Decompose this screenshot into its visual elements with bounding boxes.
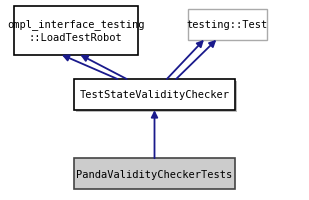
FancyArrowPatch shape — [82, 57, 127, 80]
Text: testing::Test: testing::Test — [187, 20, 268, 30]
FancyBboxPatch shape — [76, 82, 237, 113]
Text: PandaValidityCheckerTests: PandaValidityCheckerTests — [76, 169, 233, 179]
Text: TestStateValidityChecker: TestStateValidityChecker — [79, 90, 230, 100]
FancyBboxPatch shape — [74, 158, 235, 190]
FancyBboxPatch shape — [14, 7, 138, 56]
Text: ompl_interface_testing
::LoadTestRobot: ompl_interface_testing ::LoadTestRobot — [7, 19, 144, 43]
FancyArrowPatch shape — [64, 56, 117, 80]
FancyBboxPatch shape — [188, 9, 266, 40]
FancyBboxPatch shape — [74, 79, 235, 110]
FancyArrowPatch shape — [167, 42, 203, 80]
FancyArrowPatch shape — [176, 42, 215, 80]
FancyArrowPatch shape — [152, 113, 157, 158]
